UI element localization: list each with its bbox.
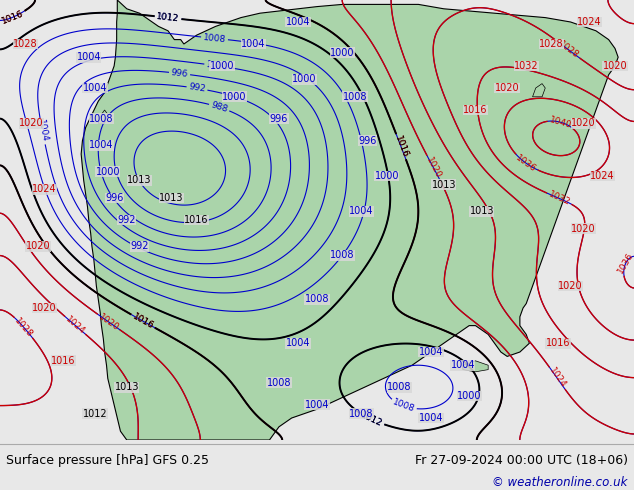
Text: 1013: 1013 xyxy=(470,206,494,216)
Text: 1016: 1016 xyxy=(131,312,155,331)
Text: 1008: 1008 xyxy=(267,378,291,388)
Text: 1024: 1024 xyxy=(32,184,56,194)
Text: 1000: 1000 xyxy=(330,48,354,58)
Text: Fr 27-09-2024 00:00 UTC (18+06): Fr 27-09-2024 00:00 UTC (18+06) xyxy=(415,454,628,466)
Text: 1028: 1028 xyxy=(13,316,35,339)
Text: 1000: 1000 xyxy=(96,167,120,176)
Text: 1020: 1020 xyxy=(559,281,583,291)
Text: 1008: 1008 xyxy=(349,409,373,418)
Text: 1016: 1016 xyxy=(392,134,410,159)
Text: 1016: 1016 xyxy=(51,356,75,366)
Text: 1020: 1020 xyxy=(20,118,44,128)
Text: 1040: 1040 xyxy=(548,115,573,130)
Text: 1008: 1008 xyxy=(305,294,329,304)
Text: 1020: 1020 xyxy=(603,61,627,71)
Text: 1012: 1012 xyxy=(359,411,384,428)
Text: 1020: 1020 xyxy=(571,224,595,234)
Text: 1028: 1028 xyxy=(557,40,581,60)
Text: 1008: 1008 xyxy=(89,114,113,124)
Text: 1024: 1024 xyxy=(547,367,567,390)
Text: 1016: 1016 xyxy=(184,215,209,225)
Text: 1004: 1004 xyxy=(77,52,101,62)
Text: 992: 992 xyxy=(117,215,136,225)
Text: 1000: 1000 xyxy=(375,171,399,181)
Polygon shape xyxy=(533,84,545,97)
Text: 1012: 1012 xyxy=(156,12,180,24)
Text: 1028: 1028 xyxy=(13,39,37,49)
Text: 1020: 1020 xyxy=(571,118,595,128)
Text: © weatheronline.co.uk: © weatheronline.co.uk xyxy=(492,476,628,489)
Text: 1024: 1024 xyxy=(578,17,602,27)
Text: 1004: 1004 xyxy=(419,413,443,423)
Text: 1000: 1000 xyxy=(292,74,316,84)
Text: 1016: 1016 xyxy=(392,134,410,159)
Text: 996: 996 xyxy=(270,114,288,124)
Text: 1020: 1020 xyxy=(424,155,443,180)
Text: 1020: 1020 xyxy=(495,83,519,93)
Text: 1016: 1016 xyxy=(131,312,155,331)
Text: 1012: 1012 xyxy=(156,12,180,24)
Text: 1008: 1008 xyxy=(387,382,411,392)
Text: 996: 996 xyxy=(171,68,189,79)
Text: 1008: 1008 xyxy=(330,250,354,260)
Text: 1012: 1012 xyxy=(359,411,384,428)
Text: 1032: 1032 xyxy=(514,61,538,71)
Text: 992: 992 xyxy=(130,242,149,251)
Polygon shape xyxy=(81,0,618,440)
Text: 1020: 1020 xyxy=(26,242,50,251)
Text: 1004: 1004 xyxy=(83,83,107,93)
Text: 1013: 1013 xyxy=(127,175,152,185)
Text: 1036: 1036 xyxy=(514,153,538,173)
Text: 1013: 1013 xyxy=(432,180,456,190)
Text: 1004: 1004 xyxy=(89,140,113,150)
Text: 1024: 1024 xyxy=(63,315,87,336)
Polygon shape xyxy=(463,361,488,372)
Text: 996: 996 xyxy=(105,193,123,203)
Text: 1024: 1024 xyxy=(590,171,614,181)
Text: 1016: 1016 xyxy=(1,9,25,25)
Text: 1036: 1036 xyxy=(616,250,634,275)
Text: 1004: 1004 xyxy=(451,360,475,370)
Text: 1008: 1008 xyxy=(203,33,226,44)
Text: 1004: 1004 xyxy=(36,119,49,143)
Text: 1032: 1032 xyxy=(547,190,572,207)
Text: 1004: 1004 xyxy=(286,338,310,348)
Text: 1013: 1013 xyxy=(115,382,139,392)
Text: 1000: 1000 xyxy=(457,391,481,401)
Text: 1004: 1004 xyxy=(286,17,310,27)
Text: 1004: 1004 xyxy=(349,206,373,216)
Text: 996: 996 xyxy=(359,136,377,146)
Text: 1000: 1000 xyxy=(210,61,234,71)
Text: 1004: 1004 xyxy=(305,400,329,410)
Text: 988: 988 xyxy=(210,100,229,114)
Text: 1016: 1016 xyxy=(463,105,488,115)
Text: 1020: 1020 xyxy=(97,312,120,332)
Text: 1004: 1004 xyxy=(242,39,266,49)
Text: 1004: 1004 xyxy=(419,347,443,357)
Text: 1016: 1016 xyxy=(546,338,570,348)
Text: 1012: 1012 xyxy=(83,409,107,418)
Text: 1008: 1008 xyxy=(391,398,416,414)
Text: 1013: 1013 xyxy=(159,193,183,203)
Text: 992: 992 xyxy=(188,82,206,94)
Text: 1020: 1020 xyxy=(32,303,56,313)
Text: 1016: 1016 xyxy=(1,9,25,25)
Text: 1000: 1000 xyxy=(205,60,230,72)
Text: 1028: 1028 xyxy=(540,39,564,49)
Polygon shape xyxy=(98,110,108,123)
Text: Surface pressure [hPa] GFS 0.25: Surface pressure [hPa] GFS 0.25 xyxy=(6,454,209,466)
Text: 1000: 1000 xyxy=(223,92,247,102)
Text: 1008: 1008 xyxy=(343,92,367,102)
